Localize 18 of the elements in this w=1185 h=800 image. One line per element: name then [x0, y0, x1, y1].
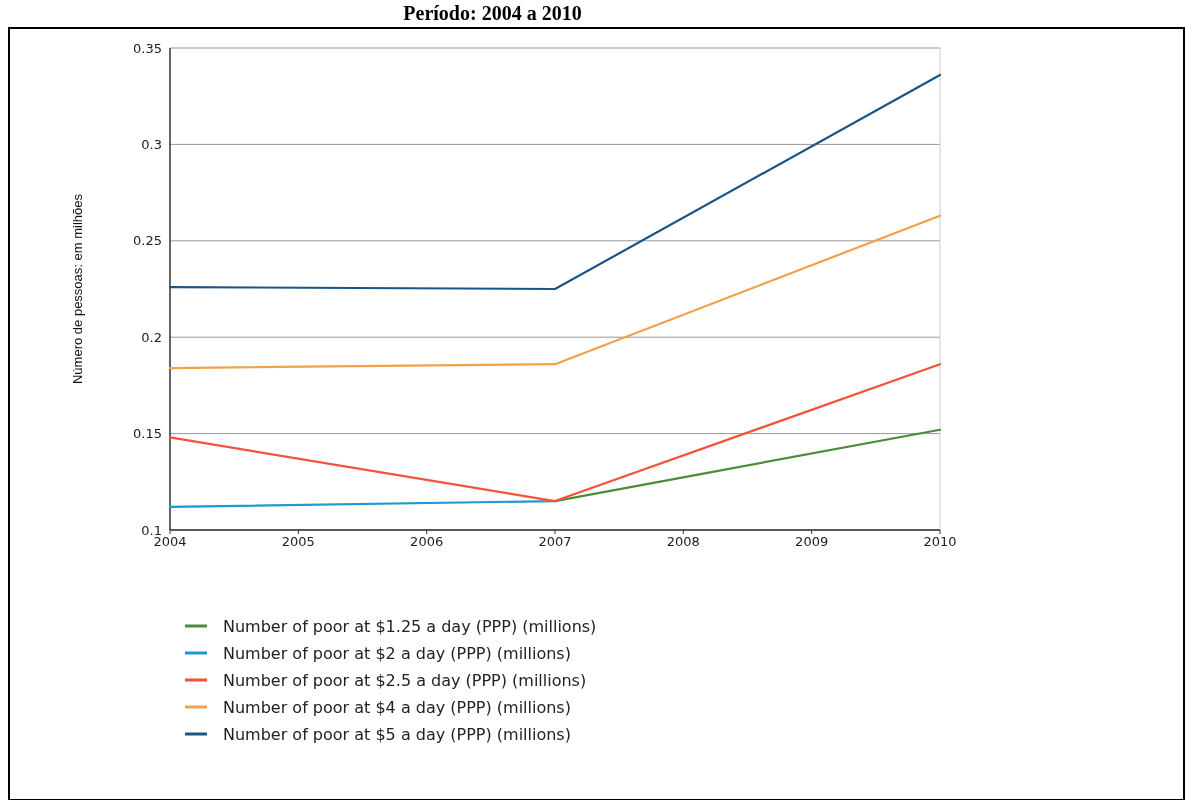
y-tick-label: 0.3 [141, 136, 162, 152]
x-tick-label: 2006 [410, 534, 444, 549]
x-tick-label: 2010 [923, 534, 957, 549]
x-tick-label: 2009 [795, 534, 829, 549]
legend-label: Number of poor at $2 a day (PPP) (millions) [223, 643, 571, 663]
x-tick-label: 2008 [666, 534, 700, 549]
legend-label: Number of poor at $2.5 a day (PPP) (millions) [223, 670, 587, 690]
y-tick-label: 0.25 [133, 233, 162, 249]
y-tick-label: 0.15 [133, 426, 162, 442]
chart-title: Período: 2004 a 2010 [403, 2, 582, 24]
y-tick-label: 0.35 [133, 40, 162, 56]
x-tick-label: 2005 [281, 534, 315, 549]
y-tick-label: 0.2 [141, 329, 162, 345]
y-axis-title: Número de pessoas: em milhões [70, 193, 85, 385]
legend-label: Number of poor at $5 a day (PPP) (millions) [223, 724, 571, 744]
legend-label: Number of poor at $4 a day (PPP) (millions) [223, 697, 571, 717]
legend-label: Number of poor at $1.25 a day (PPP) (millions) [223, 616, 597, 636]
x-tick-label: 2007 [538, 534, 572, 549]
